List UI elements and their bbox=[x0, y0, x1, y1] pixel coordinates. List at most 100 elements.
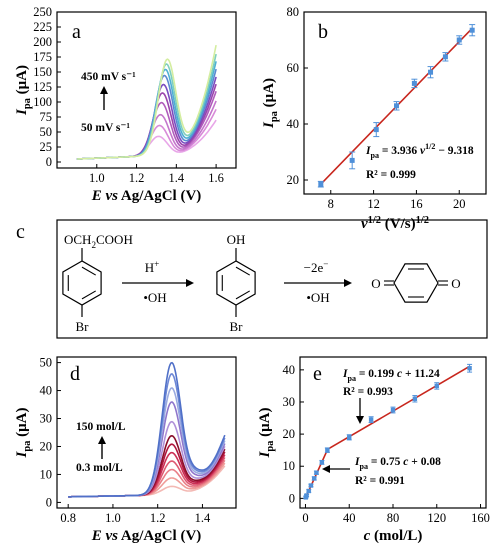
panel-a-top-annotation: 450 mV s⁻¹ bbox=[81, 71, 136, 83]
panel-a-ytick-label: 0 bbox=[46, 155, 52, 169]
panel-d-letter: d bbox=[70, 363, 80, 385]
panel-d-ytick-label: 30 bbox=[40, 412, 53, 426]
panel-a-ytick-label: 225 bbox=[33, 20, 52, 34]
panel-d-xtick-label: 0.8 bbox=[60, 511, 76, 525]
product-oxygen-left: O bbox=[371, 276, 380, 291]
panel-a-cv-curve bbox=[76, 44, 217, 160]
panel-b-data-point bbox=[373, 127, 379, 133]
panel-e-r-squared-low: R² = 0.991 bbox=[355, 475, 405, 487]
panel-b-xtick-label: 20 bbox=[453, 197, 466, 211]
panel-e-letter: e bbox=[313, 363, 322, 385]
panel-d-xtick-label: 1.4 bbox=[195, 511, 211, 525]
panel-d-bottom-annotation: 0.3 mol/L bbox=[76, 462, 123, 474]
panel-a-arrow-head bbox=[100, 86, 108, 94]
panel-e-arrow-high-head bbox=[356, 416, 364, 424]
panel-a-letter: a bbox=[72, 21, 81, 43]
panel-e-data-point bbox=[308, 483, 314, 488]
panel-b-xtick-label: 16 bbox=[410, 197, 423, 211]
arrow-2-radical: •OH bbox=[306, 290, 329, 305]
panel-e-data-point bbox=[347, 435, 352, 440]
panel-e-data-point bbox=[412, 396, 418, 401]
intermediate-double-bond bbox=[235, 290, 250, 300]
reactant-substituent: OCH2COOH bbox=[64, 232, 133, 250]
panel-d-ytick-label: 50 bbox=[40, 356, 53, 370]
panel-a-bottom-annotation: 50 mV s⁻¹ bbox=[81, 122, 130, 134]
arrow-1-radical: •OH bbox=[143, 290, 166, 305]
panel-a-ytick-label: 175 bbox=[33, 50, 52, 64]
panel-e-data-point bbox=[390, 407, 396, 413]
panel-e-data-point bbox=[467, 366, 472, 371]
panel-a-ytick-label: 50 bbox=[40, 125, 53, 139]
product-oxygen-right: O bbox=[451, 276, 460, 291]
panel-a-ytick-label: 250 bbox=[33, 5, 52, 19]
panel-a-ytick-label: 100 bbox=[33, 95, 52, 109]
panel-b-x-axis-label: v1/2 (V/s)1/2 bbox=[361, 215, 429, 232]
panel-b-ytick-label: 60 bbox=[287, 61, 300, 75]
panel-d-ytick-label: 20 bbox=[40, 439, 53, 453]
panel-e-data-point bbox=[314, 470, 319, 475]
panel-e-data-point bbox=[312, 476, 317, 481]
arrow-2-reagent: −2e− bbox=[304, 259, 329, 275]
panel-b-letter: b bbox=[318, 21, 328, 43]
panel-e-xtick-label: 80 bbox=[387, 511, 400, 525]
panel-e-arrow-low-head bbox=[322, 465, 330, 473]
reaction-arrow-1-head bbox=[186, 279, 194, 287]
panel-b-data-point bbox=[393, 103, 399, 109]
panel-a-xtick-label: 1.0 bbox=[89, 171, 105, 185]
panel-e-r-squared-high: R² = 0.993 bbox=[343, 386, 393, 398]
panel-e-equation-high: Ipa = 0.199 c + 11.24 bbox=[342, 368, 440, 383]
panel-a-ytick-label: 25 bbox=[40, 140, 53, 154]
panel-e-ytick-label: 40 bbox=[283, 363, 296, 377]
intermediate-hydroxyl: OH bbox=[227, 232, 246, 247]
arrow-1-reagent: H+ bbox=[145, 259, 160, 275]
panel-d-plot-frame bbox=[56, 356, 237, 509]
panel-c-frame bbox=[56, 219, 488, 339]
panel-e-equation-low: Ipa = 0.75 c + 0.08 bbox=[354, 456, 441, 471]
panel-e-xtick-label: 120 bbox=[427, 511, 446, 525]
intermediate-bromine: Br bbox=[230, 319, 244, 334]
panel-b-r-squared: R² = 0.999 bbox=[366, 169, 416, 181]
panel-e-data-point bbox=[325, 447, 330, 453]
panel-a-x-axis-label: E vs Ag/AgCl (V) bbox=[91, 188, 202, 204]
panel-e-ytick-label: 10 bbox=[283, 459, 296, 473]
panel-b-equation: Ipa = 3.936 v1/2 − 9.318 bbox=[365, 142, 474, 160]
panel-d-ytick-label: 40 bbox=[40, 384, 53, 398]
reactant-double-bond bbox=[81, 266, 96, 276]
panel-b-xtick-label: 12 bbox=[367, 197, 380, 211]
panel-b-data-point bbox=[411, 80, 417, 86]
panel-b-plot-frame bbox=[303, 11, 487, 195]
panel-e-ytick-label: 0 bbox=[289, 491, 295, 505]
panel-b-data-point bbox=[349, 157, 355, 163]
panel-a-plot-frame bbox=[56, 11, 237, 169]
intermediate-double-bond bbox=[235, 266, 250, 276]
panel-e-xtick-label: 160 bbox=[471, 511, 490, 525]
panel-d-top-annotation: 150 mol/L bbox=[76, 421, 126, 433]
panel-b-ytick-label: 40 bbox=[287, 117, 300, 131]
panel-a-ytick-label: 150 bbox=[33, 65, 52, 79]
panel-e-data-point bbox=[304, 493, 309, 498]
panel-b-data-point bbox=[318, 181, 324, 187]
panel-e-data-point bbox=[434, 383, 439, 389]
panel-e-xtick-label: 40 bbox=[343, 511, 356, 525]
panel-b-data-point bbox=[442, 54, 448, 60]
reactant-double-bond bbox=[81, 290, 96, 300]
panel-b-data-point bbox=[428, 69, 434, 75]
panel-d-arrow-head bbox=[98, 436, 106, 444]
panel-b-xtick-label: 8 bbox=[328, 197, 334, 211]
panel-d-y-axis-label: Ipa (μA) bbox=[14, 407, 33, 458]
panel-e-ytick-label: 20 bbox=[283, 427, 296, 441]
panel-a-ytick-label: 125 bbox=[33, 80, 52, 94]
panel-e-data-point bbox=[319, 460, 325, 465]
panel-e-data-point bbox=[306, 488, 311, 494]
panel-b-data-point bbox=[456, 37, 462, 43]
panel-e-ytick-label: 30 bbox=[283, 395, 296, 409]
panel-d-xtick-label: 1.2 bbox=[150, 511, 166, 525]
panel-e-y-axis-label: Ipa (μA) bbox=[257, 407, 276, 458]
panel-b-ytick-label: 80 bbox=[287, 5, 300, 19]
reactant-bromine: Br bbox=[76, 319, 90, 334]
reaction-arrow-2-head bbox=[344, 279, 352, 287]
panel-d-ytick-label: 0 bbox=[46, 495, 52, 509]
panel-c-letter: c bbox=[16, 221, 25, 243]
panel-a-xtick-label: 1.2 bbox=[129, 171, 145, 185]
